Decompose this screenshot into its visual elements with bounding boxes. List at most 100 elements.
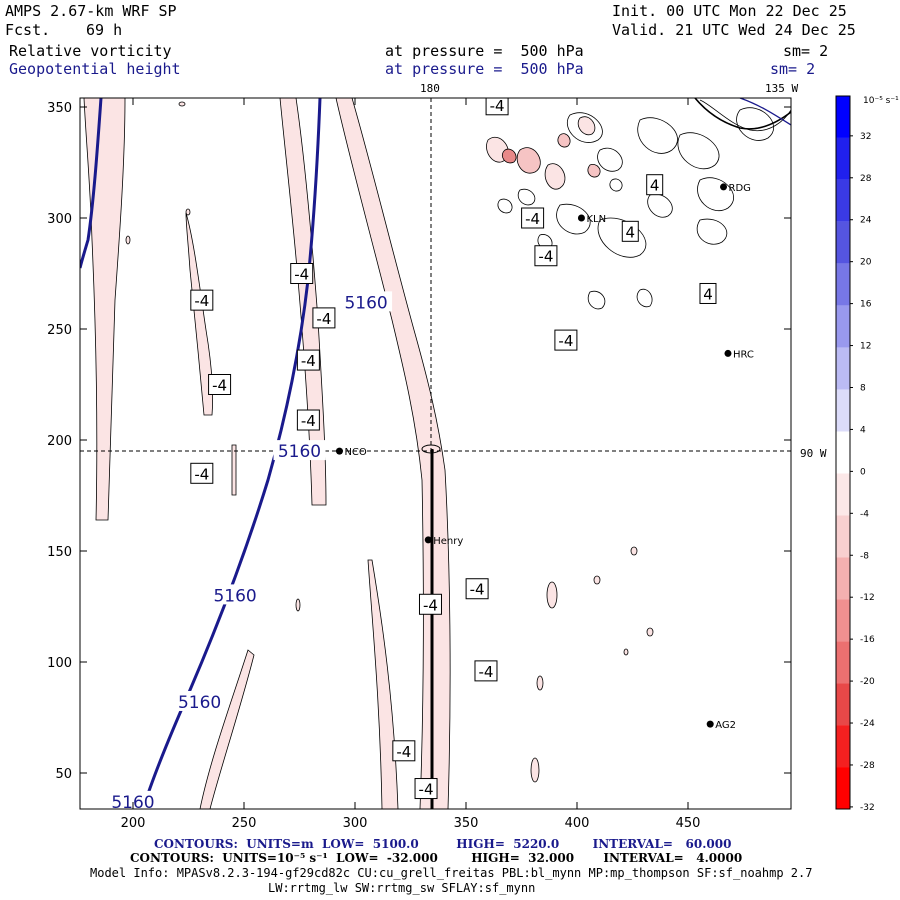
station-name: RDG	[729, 183, 751, 194]
x-tick-label: 200	[121, 816, 146, 831]
station-marker: RDG	[720, 183, 751, 194]
field2-level: at pressure = 500 hPa	[385, 60, 584, 78]
colorbar-segment	[836, 305, 850, 348]
forecast-value: 69 h	[86, 21, 123, 39]
label-text: 4	[626, 223, 636, 241]
station-dot	[335, 447, 343, 455]
colorbar-label: -8	[860, 551, 869, 561]
vorticity-contour-label: -4	[485, 98, 509, 116]
colorbar-segment	[836, 599, 850, 642]
isolated-vorticity-speckles	[125, 101, 654, 783]
vorticity-contour-label: -4	[521, 207, 545, 229]
label-text: 4	[650, 177, 660, 195]
negative-vorticity-bands	[83, 98, 451, 809]
field1-level: at pressure = 500 hPa	[385, 42, 584, 60]
vorticity-contour-label: -4	[414, 778, 438, 800]
colorbar-label: 16	[860, 300, 872, 310]
height-labels: 5160 5160 5160 5160 5160	[107, 291, 393, 813]
label-box	[290, 263, 314, 284]
label-text: -4	[478, 663, 493, 681]
colorbar-segment	[836, 137, 850, 180]
label-box	[646, 174, 664, 196]
colorbar-label: -32	[860, 803, 875, 813]
station-name: KLN	[586, 214, 606, 225]
label-box	[418, 593, 442, 615]
y-tick-label: 50	[55, 767, 72, 782]
y-tick-label: 100	[47, 656, 72, 671]
label-text: -4	[212, 377, 227, 395]
label-box	[534, 245, 558, 267]
height-contour-info: CONTOURS: UNITS=m LOW= 5100.0 HIGH= 5220…	[154, 837, 732, 851]
label-text: -4	[301, 352, 316, 370]
init-time: Init. 00 UTC Mon 22 Dec 25	[612, 2, 847, 20]
colorbar-label: 4	[860, 425, 866, 435]
colorbar-label: 20	[860, 258, 872, 268]
coastline	[694, 98, 791, 130]
vorticity-contour-label: 4	[699, 282, 717, 304]
station-dot	[706, 720, 714, 728]
height-contour-label: 5160	[178, 693, 221, 713]
label-box	[699, 282, 717, 304]
height-label-bg	[273, 440, 326, 461]
colorbar-segment	[836, 557, 850, 600]
vorticity-contour-label: -4	[474, 660, 498, 682]
model-info: Model Info: MPASv8.2.3-194-gf29cd82c CU:…	[90, 866, 813, 880]
colorbar-label: 12	[860, 342, 871, 352]
station-marker: KLN	[577, 214, 606, 225]
label-box	[465, 578, 489, 600]
coastline-small	[739, 98, 791, 126]
field1-name: Relative vorticity	[9, 42, 172, 60]
colorbar-label: 24	[860, 216, 872, 226]
label-text: -4	[316, 310, 331, 328]
vorticity-contour-info: CONTOURS: UNITS=10⁻⁵ s⁻¹ LOW= -32.000 HI…	[130, 851, 743, 865]
colorbar-label: 28	[860, 174, 872, 184]
colorbar-segment	[836, 767, 850, 809]
geopotential-contours	[80, 98, 322, 809]
station-dot	[724, 349, 732, 357]
label-text: -4	[294, 266, 309, 284]
colorbar-label: -12	[860, 593, 875, 603]
colorbar-unit: 10⁻⁵ s⁻¹	[863, 96, 899, 106]
colorbar-segment	[836, 221, 850, 264]
station-marker: AG2	[706, 720, 736, 731]
label-box	[521, 207, 545, 229]
y-tick-label: 200	[47, 434, 72, 449]
lon-90w-label: 90 W	[800, 447, 827, 460]
field2-name: Geopotential height	[9, 60, 181, 78]
vorticity-contour-label: -4	[208, 374, 232, 395]
colorbar-segment	[836, 389, 850, 432]
label-box	[621, 220, 639, 242]
height-contour-label: 5160	[278, 442, 321, 462]
vorticity-contour-label: 4	[621, 220, 639, 242]
vorticity-contour-label: -4	[296, 409, 320, 431]
y-tick-label: 350	[47, 101, 72, 116]
colorbar-segment	[836, 683, 850, 726]
label-text: -4	[538, 248, 553, 266]
label-box	[392, 740, 416, 762]
colorbar-label: 32	[860, 132, 871, 142]
valid-time: Valid. 21 UTC Wed 24 Dec 25	[612, 21, 856, 39]
colorbar-frame	[835, 95, 851, 810]
station-dot	[424, 536, 432, 544]
height-label-bg	[107, 790, 159, 809]
vorticity-contour-label: -4	[312, 307, 336, 329]
label-box	[190, 289, 214, 311]
field1-smoothing: sm= 2	[783, 42, 829, 60]
colorbar-segment	[836, 725, 850, 768]
height-label-bg	[209, 584, 262, 605]
colorbar-label: 0	[860, 467, 866, 477]
station-marker: HRC	[724, 349, 754, 360]
label-text: 4	[703, 285, 713, 303]
colorbar-segment	[836, 179, 850, 222]
vorticity-contour-label: -4	[296, 349, 320, 371]
colorbar-segment	[836, 431, 850, 474]
height-contour-label: 5160	[111, 793, 154, 813]
label-box	[474, 660, 498, 682]
station-marker: Henry	[424, 536, 463, 547]
x-tick-label: 450	[676, 816, 701, 831]
station-name: NCO	[344, 447, 366, 458]
axis-ticks: 200 250 300 350 400 450 350 300 250 200 150 100 50	[47, 98, 791, 831]
colorbar-label: 8	[860, 383, 866, 393]
label-box	[554, 329, 578, 351]
